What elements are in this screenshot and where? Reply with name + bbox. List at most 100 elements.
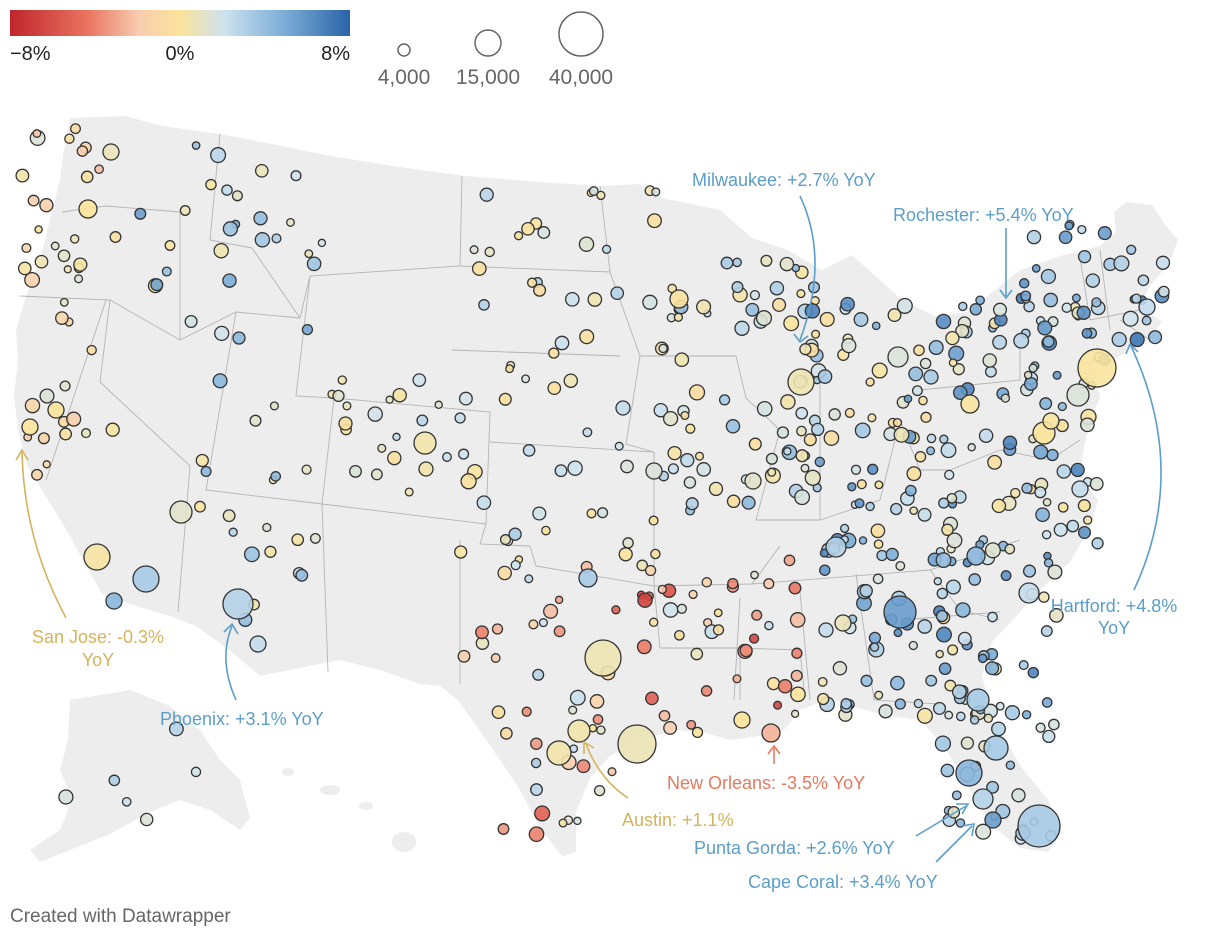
metro-bubble bbox=[789, 612, 806, 628]
metro-bubble bbox=[748, 437, 762, 451]
metro-bubble bbox=[975, 295, 985, 306]
size-legend-label-small: 4,000 bbox=[378, 66, 431, 89]
metro-bubble bbox=[966, 688, 990, 712]
metro-bubble bbox=[1157, 285, 1170, 298]
metro-bubble bbox=[78, 199, 98, 219]
metro-bubble bbox=[777, 679, 793, 694]
metro-bubble bbox=[454, 412, 466, 424]
metro-bubble bbox=[528, 826, 545, 843]
metro-bubble bbox=[271, 233, 282, 244]
size-legend-label-medium: 15,000 bbox=[456, 66, 520, 89]
metro-bubble bbox=[269, 401, 279, 411]
metro-bubble bbox=[270, 471, 282, 482]
metro-bubble bbox=[987, 454, 1003, 470]
metro-bubble bbox=[1002, 435, 1018, 451]
metro-bubble bbox=[306, 256, 322, 272]
metro-bubble bbox=[650, 548, 661, 560]
metro-bubble bbox=[392, 432, 401, 442]
metro-bubble bbox=[567, 460, 583, 476]
metro-bubble bbox=[969, 715, 980, 725]
metro-bubble bbox=[712, 624, 725, 636]
metro-bubble bbox=[795, 406, 809, 420]
metro-bubble bbox=[967, 443, 976, 452]
metro-bubble bbox=[919, 357, 932, 370]
metro-bubble bbox=[416, 414, 429, 427]
metro-bubble bbox=[1017, 804, 1061, 848]
metro-bubble bbox=[592, 714, 604, 725]
metro-bubble bbox=[868, 631, 882, 645]
metro-bubble bbox=[867, 413, 877, 423]
metro-bubble bbox=[1043, 292, 1059, 308]
annotation-hartford-label-1: Hartford: +4.8% bbox=[1051, 596, 1178, 616]
metro-bubble bbox=[614, 441, 624, 451]
metro-bubble bbox=[210, 147, 227, 164]
metro-bubble bbox=[984, 811, 1002, 829]
metro-bubble bbox=[811, 329, 821, 339]
metro-bubble bbox=[601, 244, 612, 254]
metro-bubble bbox=[528, 619, 539, 630]
metro-bubble bbox=[673, 312, 684, 322]
metro-bubble bbox=[478, 299, 490, 311]
metro-bubble bbox=[983, 735, 1009, 761]
metro-bubble bbox=[576, 759, 591, 774]
metro-bubble bbox=[530, 757, 542, 769]
metro-bubble bbox=[696, 299, 712, 315]
metro-bubble bbox=[80, 428, 92, 439]
metro-bubble bbox=[642, 294, 658, 310]
metro-bubble bbox=[596, 190, 606, 201]
metro-bubble bbox=[935, 313, 952, 330]
alaska-landmass bbox=[30, 690, 250, 862]
metro-bubble bbox=[31, 468, 43, 481]
metro-bubble bbox=[150, 278, 164, 292]
metro-bubble bbox=[548, 347, 560, 359]
metro-bubble bbox=[1057, 501, 1069, 513]
metro-bubble bbox=[916, 707, 933, 724]
metro-bubble bbox=[413, 431, 437, 455]
metro-bubble bbox=[1091, 537, 1104, 550]
metro-bubble bbox=[865, 377, 875, 387]
metro-bubble bbox=[1097, 226, 1112, 241]
metro-bubble bbox=[913, 698, 924, 709]
metro-bubble bbox=[538, 618, 548, 628]
credit-text: Created with Datawrapper bbox=[10, 906, 231, 927]
metro-bubble bbox=[680, 410, 690, 421]
metro-bubble bbox=[59, 297, 69, 307]
annotation-phoenix-label: Phoenix: +3.1% YoY bbox=[160, 709, 324, 729]
metro-bubble bbox=[253, 211, 268, 226]
metro-bubble bbox=[471, 261, 487, 276]
metro-bubble bbox=[892, 417, 903, 428]
size-legend: 4,000 15,000 40,000 bbox=[378, 11, 613, 89]
metro-bubble bbox=[342, 401, 352, 411]
metro-bubble bbox=[134, 207, 147, 220]
metro-bubble bbox=[1042, 412, 1060, 430]
metro-bubble bbox=[607, 767, 617, 777]
metro-bubble bbox=[593, 784, 606, 797]
metro-bubble bbox=[55, 311, 69, 325]
metro-bubble bbox=[510, 559, 521, 571]
metro-bubble bbox=[933, 576, 943, 586]
metro-bubble bbox=[940, 442, 957, 459]
metro-bubble bbox=[1046, 448, 1059, 462]
metro-bubble bbox=[392, 387, 407, 403]
metro-bubble bbox=[867, 463, 879, 475]
metro-bubble bbox=[454, 545, 468, 559]
metro-bubble bbox=[911, 385, 923, 397]
metro-bubble bbox=[726, 494, 741, 509]
metro-bubble bbox=[917, 507, 932, 522]
annotation-austin: Austin: +1.1% bbox=[583, 740, 734, 830]
metro-bubble bbox=[249, 414, 262, 427]
size-legend-circle-large bbox=[558, 11, 604, 57]
metro-bubble bbox=[301, 323, 314, 336]
metro-bubble bbox=[522, 444, 536, 457]
metro-bubble bbox=[179, 205, 191, 216]
metro-bubble bbox=[367, 406, 383, 422]
metro-bubble bbox=[1089, 476, 1104, 491]
metro-bubble bbox=[620, 459, 634, 474]
metro-bubble bbox=[1000, 393, 1011, 403]
metro-bubble bbox=[1070, 462, 1085, 478]
metro-bubble bbox=[840, 698, 852, 710]
metro-bubble bbox=[644, 564, 657, 577]
metro-bubble bbox=[1042, 497, 1052, 507]
metro-bubble bbox=[727, 577, 739, 590]
metro-bubble bbox=[1081, 327, 1093, 339]
